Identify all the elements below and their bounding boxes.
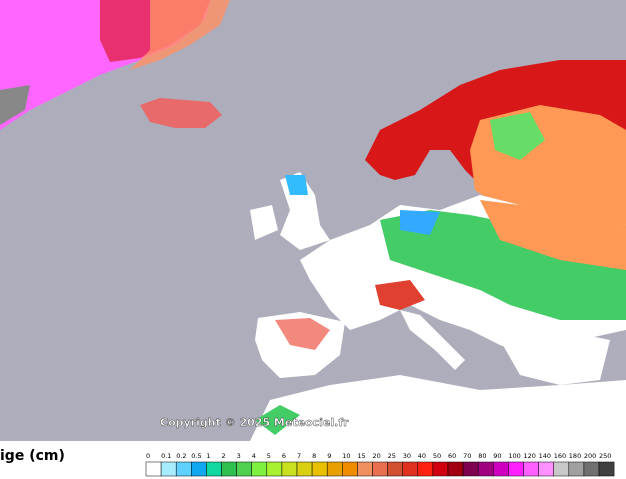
iberia-snow — [275, 318, 330, 350]
legend-swatch — [145, 461, 162, 477]
legend-label: 160 — [554, 452, 566, 460]
north-africa — [250, 375, 626, 441]
legend-swatch — [447, 461, 464, 477]
atlas — [255, 405, 300, 435]
legend-label: 80 — [478, 452, 486, 460]
legend-label: 3 — [237, 452, 241, 460]
legend-swatch — [508, 461, 524, 477]
legend-label: 0.5 — [191, 452, 201, 460]
legend-swatch — [372, 461, 388, 477]
legend-label: 30 — [403, 452, 411, 460]
legend-swatch — [326, 461, 343, 477]
greenland-ice — [0, 85, 30, 125]
legend-swatch — [236, 461, 252, 477]
legend-label: 180 — [569, 452, 581, 460]
legend-swatch — [432, 461, 449, 477]
legend-swatch — [477, 461, 494, 477]
alps — [375, 280, 425, 310]
italy — [400, 310, 465, 370]
legend-swatch — [175, 461, 192, 477]
legend-label: 200 — [584, 452, 596, 460]
legend-swatch — [523, 461, 539, 477]
legend-swatch — [417, 461, 434, 477]
legend-swatch — [311, 461, 328, 477]
legend-swatch — [160, 461, 177, 477]
legend-label: 60 — [448, 452, 456, 460]
legend-label: 140 — [539, 452, 551, 460]
legend-swatch — [387, 461, 403, 477]
legend-label: 5 — [267, 452, 271, 460]
copyright: Copyright © 2025 Meteociel.fr — [160, 416, 349, 429]
legend-label: 0.2 — [176, 452, 186, 460]
legend-swatch — [598, 461, 615, 477]
legend-label: 70 — [463, 452, 471, 460]
legend-label: 90 — [493, 452, 501, 460]
legend-swatch — [221, 461, 237, 477]
legend-swatch — [568, 461, 585, 477]
legend-swatch — [462, 461, 479, 477]
germany-blue — [400, 210, 440, 235]
legend-title: ige (cm) — [0, 448, 65, 464]
legend-swatch — [402, 461, 419, 477]
legend-label: 50 — [433, 452, 441, 460]
greenland-edge — [130, 0, 230, 70]
east-europe — [480, 200, 626, 270]
legend-label: 20 — [373, 452, 381, 460]
legend-label: 1 — [206, 452, 210, 460]
legend-label: 10 — [342, 452, 350, 460]
legend-label: 100 — [508, 452, 520, 460]
legend-swatch — [206, 461, 222, 477]
legend-swatch — [357, 461, 373, 477]
legend-label: 6 — [282, 452, 286, 460]
legend-swatch — [493, 461, 509, 477]
legend-label: 25 — [388, 452, 396, 460]
legend-label: 0.1 — [161, 452, 171, 460]
legend-swatch — [553, 461, 570, 477]
legend-label: 0 — [146, 452, 150, 460]
legend-label: 8 — [312, 452, 316, 460]
legend-label: 15 — [357, 452, 365, 460]
legend-label: 40 — [418, 452, 426, 460]
legend-label: 120 — [524, 452, 536, 460]
iceland — [140, 98, 222, 128]
legend-label: 7 — [297, 452, 301, 460]
legend-swatch — [281, 461, 298, 477]
legend-swatch — [296, 461, 313, 477]
legend-label: 9 — [327, 452, 331, 460]
legend-swatch — [583, 461, 600, 477]
legend-swatch — [538, 461, 554, 477]
ireland — [250, 205, 278, 240]
scotland — [285, 175, 308, 195]
legend-swatch — [191, 461, 207, 477]
legend-label: 250 — [599, 452, 611, 460]
legend-swatch — [342, 461, 358, 477]
legend-swatch — [251, 461, 268, 477]
legend: 0 0.1 0.2 0.5 1 2 3 4 5 6 7 8 9 10 15 20 25 30 40 50 60 70 80 9… — [145, 452, 615, 477]
finland-green — [490, 112, 545, 160]
legend-label: 4 — [252, 452, 256, 460]
turkey — [500, 330, 610, 385]
legend-label: 2 — [222, 452, 226, 460]
legend-swatch — [266, 461, 283, 477]
